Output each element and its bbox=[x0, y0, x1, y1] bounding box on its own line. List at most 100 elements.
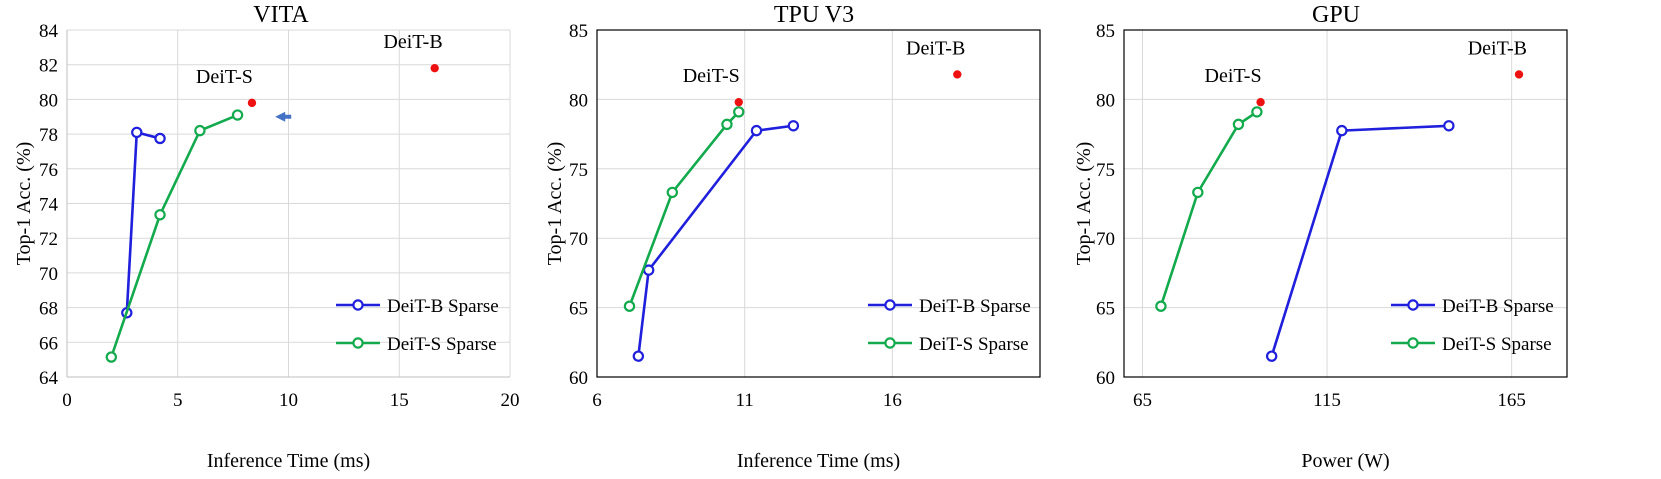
x-tick-label: 16 bbox=[883, 390, 902, 411]
data-point bbox=[105, 351, 118, 363]
series-deit-s-sparse bbox=[623, 106, 745, 312]
y-tick-label: 74 bbox=[39, 195, 59, 216]
chart-title: GPU bbox=[1312, 2, 1360, 28]
y-tick-label: 75 bbox=[1096, 160, 1115, 181]
legend-marker bbox=[884, 337, 896, 349]
data-point bbox=[733, 106, 745, 118]
legend-entry: DeiT-B Sparse bbox=[868, 296, 1031, 317]
data-point bbox=[787, 120, 800, 132]
y-tick-label: 80 bbox=[39, 90, 58, 111]
data-point bbox=[1336, 124, 1348, 137]
series-line bbox=[125, 131, 161, 313]
data-point bbox=[131, 126, 143, 139]
series-line bbox=[628, 110, 740, 307]
chart-title: TPU V3 bbox=[774, 2, 854, 28]
series-line bbox=[637, 124, 794, 357]
series-deit-s-sparse bbox=[1155, 106, 1263, 312]
legend-marker bbox=[884, 299, 896, 311]
x-tick-label: 65 bbox=[1133, 390, 1152, 411]
reference-point bbox=[734, 97, 743, 107]
series-line bbox=[1159, 110, 1258, 307]
y-tick-label: 75 bbox=[569, 160, 588, 181]
data-point bbox=[1192, 186, 1204, 199]
y-axis-label: Top-1 Acc. (%) bbox=[13, 142, 35, 266]
arrow-marker bbox=[275, 111, 292, 122]
reference-point bbox=[247, 98, 257, 108]
reference-point-label: DeiT-B bbox=[906, 37, 965, 59]
x-tick-label: 10 bbox=[279, 390, 298, 411]
legend-marker bbox=[352, 337, 364, 349]
legend-marker bbox=[1407, 299, 1419, 311]
y-tick-label: 64 bbox=[39, 368, 59, 389]
legend-label: DeiT-S Sparse bbox=[387, 334, 497, 355]
y-tick-label: 60 bbox=[569, 368, 588, 389]
x-axis-label: Inference Time (ms) bbox=[207, 450, 370, 472]
y-tick-label: 60 bbox=[1096, 368, 1115, 389]
y-tick-label: 70 bbox=[569, 229, 588, 250]
legend-entry: DeiT-S Sparse bbox=[868, 334, 1029, 355]
y-tick-label: 85 bbox=[569, 21, 588, 42]
x-tick-label: 165 bbox=[1497, 390, 1526, 411]
reference-point-label: DeiT-B bbox=[383, 31, 442, 53]
x-tick-label: 11 bbox=[736, 390, 754, 411]
y-axis-label: Top-1 Acc. (%) bbox=[544, 142, 566, 266]
legend-entry: DeiT-S Sparse bbox=[336, 334, 497, 355]
data-point bbox=[1251, 106, 1263, 118]
x-axis-label: Inference Time (ms) bbox=[737, 450, 900, 472]
y-tick-label: 65 bbox=[1096, 299, 1115, 320]
y-tick-label: 82 bbox=[39, 56, 58, 77]
x-tick-label: 15 bbox=[390, 390, 409, 411]
series-line bbox=[1270, 124, 1449, 357]
chart-panel-1: 64 66 68 70 72 74 76 78 80 82 84 0 5 10 15 20 VITA Infere… bbox=[13, 2, 520, 472]
data-point bbox=[666, 186, 679, 199]
reference-point bbox=[1256, 97, 1265, 107]
y-tick-label: 80 bbox=[1096, 90, 1115, 111]
data-point bbox=[632, 350, 645, 362]
data-point bbox=[231, 109, 244, 121]
chart-panel-3: 60 65 70 75 80 85 65 115 165 GPU Power (W) Top-1 Ac… bbox=[1073, 2, 1568, 472]
x-tick-label: 5 bbox=[173, 390, 183, 411]
series-deit-b-sparse bbox=[1265, 120, 1455, 362]
data-point bbox=[194, 124, 206, 137]
reference-point-label: DeiT-S bbox=[683, 65, 740, 87]
data-point bbox=[750, 124, 763, 137]
y-tick-label: 72 bbox=[39, 229, 58, 250]
data-point bbox=[1443, 120, 1455, 132]
data-point bbox=[154, 209, 166, 221]
data-point bbox=[721, 118, 733, 131]
y-tick-label: 65 bbox=[569, 299, 588, 320]
series-deit-s-sparse bbox=[105, 109, 244, 363]
data-point bbox=[1232, 118, 1245, 131]
legend-label: DeiT-S Sparse bbox=[919, 334, 1029, 355]
reference-point bbox=[430, 63, 439, 73]
reference-point bbox=[1514, 70, 1524, 79]
reference-point-label: DeiT-B bbox=[1468, 37, 1527, 59]
reference-point-label: DeiT-S bbox=[1205, 65, 1262, 87]
reference-point-label: DeiT-S bbox=[196, 66, 253, 88]
y-tick-label: 85 bbox=[1096, 21, 1115, 42]
y-axis-label: Top-1 Acc. (%) bbox=[1073, 142, 1095, 266]
legend-label: DeiT-B Sparse bbox=[387, 296, 499, 317]
plot-frame bbox=[1123, 29, 1568, 378]
legend-marker bbox=[352, 299, 364, 311]
x-tick-label: 20 bbox=[501, 390, 520, 411]
x-tick-label: 6 bbox=[592, 390, 602, 411]
legend-label: DeiT-S Sparse bbox=[1442, 334, 1552, 355]
legend-marker bbox=[1407, 337, 1419, 349]
y-tick-label: 70 bbox=[39, 264, 58, 285]
y-tick-label: 80 bbox=[569, 90, 588, 111]
reference-point bbox=[953, 70, 962, 79]
legend-entry: DeiT-B Sparse bbox=[336, 296, 499, 317]
series-line bbox=[110, 113, 239, 358]
y-tick-label: 70 bbox=[1096, 229, 1115, 250]
x-tick-label: 0 bbox=[62, 390, 72, 411]
data-point bbox=[1265, 350, 1278, 362]
y-tick-label: 66 bbox=[39, 333, 58, 354]
x-axis-label: Power (W) bbox=[1301, 450, 1389, 472]
data-point bbox=[1155, 300, 1167, 312]
legend-entry: DeiT-S Sparse bbox=[1391, 334, 1552, 355]
y-tick-label: 84 bbox=[39, 21, 59, 42]
data-point bbox=[623, 300, 636, 312]
